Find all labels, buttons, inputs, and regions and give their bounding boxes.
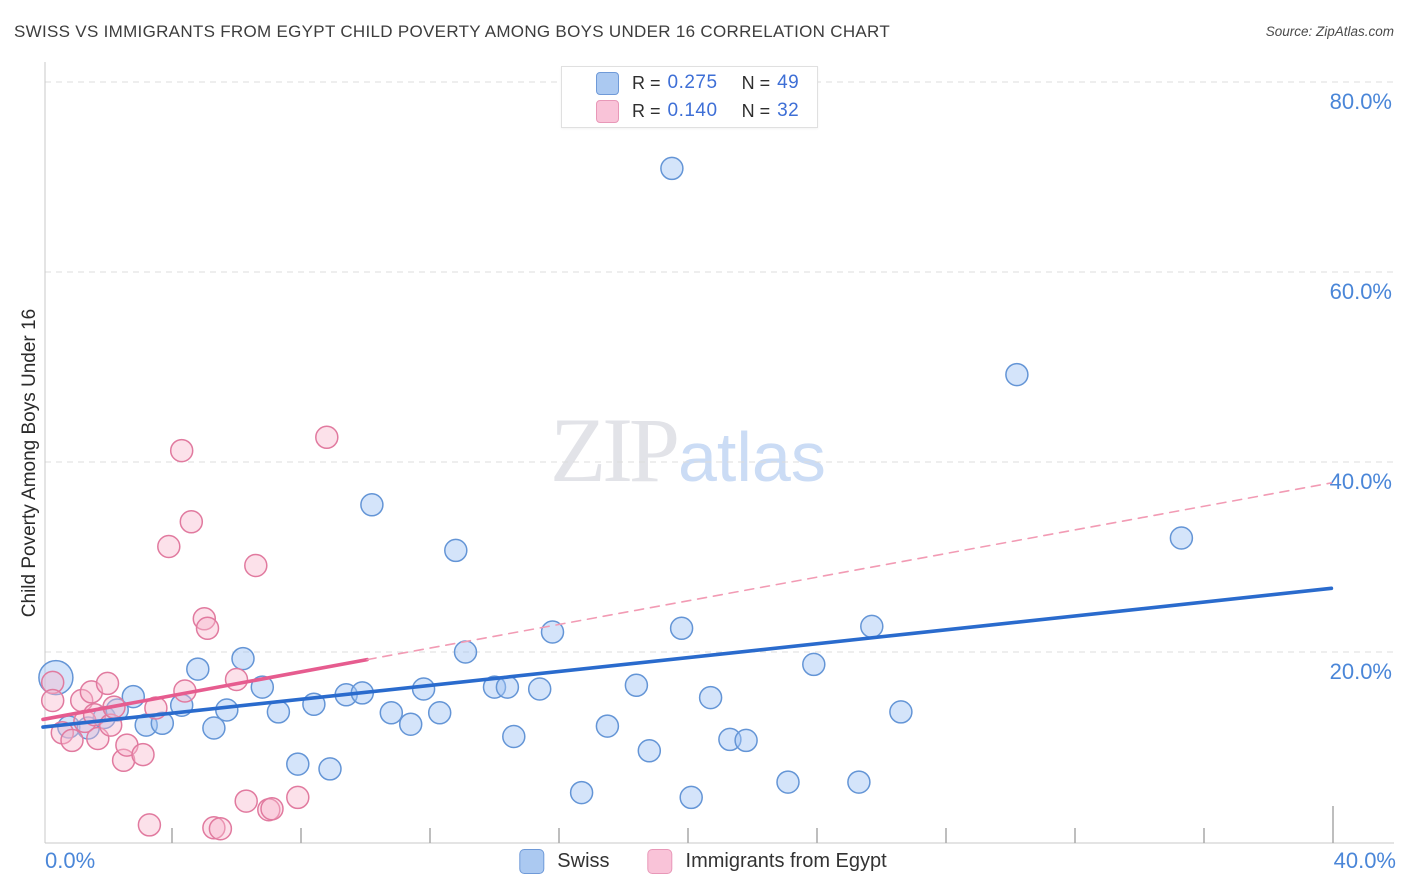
scatter-point-swiss <box>776 770 800 794</box>
series-legend: Swiss Immigrants from Egypt <box>519 849 887 874</box>
scatter-point-swiss <box>215 698 239 722</box>
y-tick-label: 60.0% <box>1330 279 1392 304</box>
scatter-point-swiss <box>427 701 452 725</box>
trend-line-swiss <box>41 586 1334 729</box>
scatter-point-egypt <box>224 667 249 692</box>
legend-label: Swiss <box>557 850 610 872</box>
egypt-swatch-icon <box>596 99 619 123</box>
scatter-point-swiss <box>453 640 478 664</box>
scatter-point-egypt <box>260 797 284 821</box>
correlation-stats-box: R = 0.275 N = 49 R = 0.140 N = 32 <box>561 66 818 128</box>
scatter-point-swiss <box>398 712 423 736</box>
trend-line-egypt <box>366 482 1333 661</box>
scatter-point-egypt <box>192 607 217 631</box>
x-axis-min-label: 0.0% <box>45 848 96 873</box>
r-label: R = <box>632 72 661 93</box>
y-axis-title: Child Poverty Among Boys Under 16 <box>19 308 40 618</box>
scatter-point-egypt <box>195 616 220 641</box>
n-label: N = <box>741 72 771 93</box>
scatter-point-swiss <box>186 657 210 681</box>
scatter-point-swiss <box>1005 362 1029 387</box>
n-value: 32 <box>777 100 800 121</box>
swiss-swatch-icon <box>596 71 619 95</box>
scatter-point-egypt <box>40 670 65 695</box>
watermark-atlas: atlas <box>678 418 826 496</box>
n-value: 49 <box>777 72 800 93</box>
legend-label: Immigrants from Egypt <box>685 850 887 872</box>
swiss-swatch-icon <box>519 849 545 874</box>
y-tick-label: 20.0% <box>1330 659 1392 684</box>
scatter-point-swiss <box>38 659 74 696</box>
watermark-zip: ZIP <box>550 399 680 501</box>
scatter-point-swiss <box>860 614 884 639</box>
scatter-point-egypt <box>137 813 162 837</box>
scatter-point-swiss <box>286 752 310 776</box>
scatter-point-swiss <box>889 700 913 724</box>
page-title: SWISS VS IMMIGRANTS FROM EGYPT CHILD POV… <box>14 22 891 41</box>
x-axis-max-label: 40.0% <box>1333 848 1396 873</box>
scatter-point-swiss <box>318 757 342 781</box>
scatter-point-swiss <box>360 493 384 517</box>
scatter-point-swiss <box>698 685 723 710</box>
egypt-swatch-icon <box>647 849 673 874</box>
scatter-point-swiss <box>150 711 175 736</box>
r-label: R = <box>632 100 661 121</box>
scatter-point-egypt <box>157 534 181 559</box>
y-tick-label: 80.0% <box>1330 89 1392 114</box>
stats-row-egypt: R = 0.140 N = 32 <box>596 99 817 123</box>
scatter-point-swiss <box>444 538 468 563</box>
scatter-point-swiss <box>660 156 684 181</box>
scatter-point-egypt <box>179 510 204 534</box>
zipatlas-watermark: ZIP atlas <box>550 404 826 496</box>
scatter-point-egypt <box>169 438 194 463</box>
scatter-point-swiss <box>527 677 552 701</box>
scatter-point-swiss <box>847 770 871 794</box>
trend-line-egypt <box>41 657 369 722</box>
legend-item-swiss: Swiss <box>519 849 610 874</box>
scatter-point-egypt <box>244 553 268 578</box>
scatter-point-swiss <box>734 728 758 753</box>
scatter-point-swiss <box>231 646 255 671</box>
scatter-point-egypt <box>131 742 155 767</box>
scatter-point-egypt <box>40 688 65 713</box>
scatter-point-egypt <box>234 789 258 813</box>
scatter-point-swiss <box>502 724 526 749</box>
scatter-point-swiss <box>379 701 404 725</box>
source-link[interactable]: Source: ZipAtlas.com <box>1265 24 1394 39</box>
scatter-point-swiss <box>624 673 649 698</box>
scatter-point-egypt <box>60 728 84 753</box>
scatter-point-swiss <box>669 616 694 641</box>
r-value: 0.275 <box>667 72 718 93</box>
scatter-point-swiss <box>637 739 662 763</box>
scatter-point-egypt <box>202 816 226 840</box>
legend-item-egypt: Immigrants from Egypt <box>647 849 887 874</box>
scatter-point-egypt <box>95 671 120 696</box>
y-tick-label: 40.0% <box>1330 469 1392 494</box>
scatter-point-swiss <box>569 780 594 805</box>
scatter-point-swiss <box>411 677 436 701</box>
stats-row-swiss: R = 0.275 N = 49 <box>596 71 817 95</box>
scatter-point-egypt <box>111 748 136 773</box>
scatter-point-swiss <box>202 716 226 740</box>
scatter-point-swiss <box>679 785 703 810</box>
scatter-point-swiss <box>802 652 826 677</box>
r-value: 0.140 <box>667 100 718 121</box>
scatter-point-egypt <box>208 816 233 841</box>
scatter-point-egypt <box>286 785 310 810</box>
scatter-point-swiss <box>1169 526 1194 550</box>
scatter-point-egypt <box>315 425 339 450</box>
scatter-point-swiss <box>595 714 620 738</box>
scatter-point-swiss <box>482 675 507 699</box>
n-label: N = <box>741 100 771 121</box>
